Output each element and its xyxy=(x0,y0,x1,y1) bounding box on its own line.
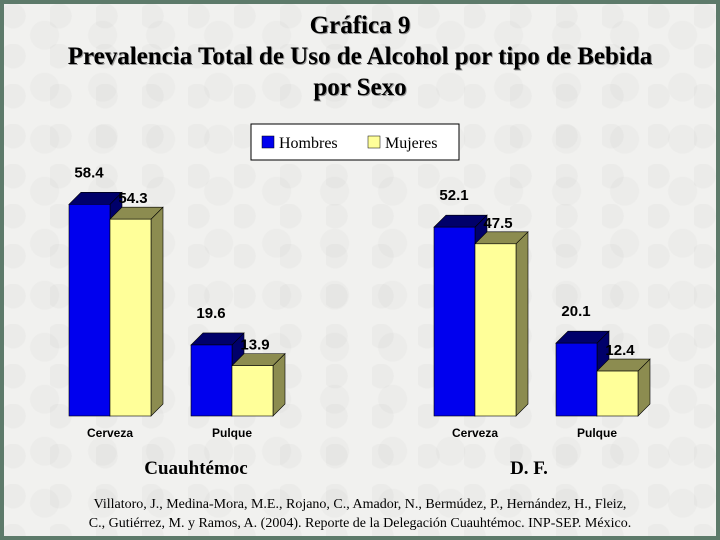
bar-mujeres-0-1 xyxy=(231,352,286,417)
legend-label-hombres: Hombres xyxy=(279,135,338,152)
value-label-hombres-1-0: 52.1 xyxy=(439,187,468,204)
legend-label-mujeres: Mujeres xyxy=(385,135,437,152)
value-label-hombres-1-1: 20.1 xyxy=(561,303,590,320)
citation-line-1: Villatoro, J., Medina-Mora, M.E., Rojano… xyxy=(93,497,627,512)
chart-title: Gráfica 9 Prevalencia Total de Uso de Al… xyxy=(0,10,720,103)
category-label-0-0: Cerveza xyxy=(87,426,133,440)
title-line-2: Prevalencia Total de Uso de Alcohol por … xyxy=(67,43,653,70)
slide-frame xyxy=(4,4,716,536)
title-line-3: por Sexo xyxy=(313,74,407,101)
value-label-hombres-0-1: 19.6 xyxy=(196,305,225,322)
category-label-1-1: Pulque xyxy=(577,426,617,440)
bar-mujeres-1-1 xyxy=(596,358,651,417)
category-label-0-1: Pulque xyxy=(212,426,252,440)
citation-line-2: C., Gutiérrez, M. y Ramos, A. (2004). Re… xyxy=(88,516,632,531)
value-label-hombres-0-0: 58.4 xyxy=(74,164,104,181)
title-line-1: Gráfica 9 xyxy=(309,12,411,39)
value-label-mujeres-1-1: 12.4 xyxy=(605,342,635,359)
bars-layer: 58.4 54.3 Cerveza 19.6 13.9 Pulque Cuauhtémoc 5… xyxy=(68,164,651,479)
bar-mujeres-0-0 xyxy=(109,206,164,417)
legend-swatch-hombres xyxy=(261,135,275,149)
group-label-1: D. F. xyxy=(510,458,548,479)
value-label-mujeres-0-0: 54.3 xyxy=(118,190,147,207)
bar-hombres-0-1 xyxy=(190,332,245,417)
legend-swatch-mujeres xyxy=(367,135,381,149)
legend-box xyxy=(250,123,460,161)
bar-mujeres-1-0 xyxy=(474,231,529,417)
group-label-0: Cuauhtémoc xyxy=(144,458,247,479)
value-label-mujeres-0-1: 13.9 xyxy=(240,337,269,354)
category-label-1-0: Cerveza xyxy=(452,426,498,440)
citation: Villatoro, J., Medina-Mora, M.E., Rojano… xyxy=(0,495,720,533)
value-label-mujeres-1-0: 47.5 xyxy=(483,215,512,232)
legend: Hombres Mujeres xyxy=(250,123,460,161)
